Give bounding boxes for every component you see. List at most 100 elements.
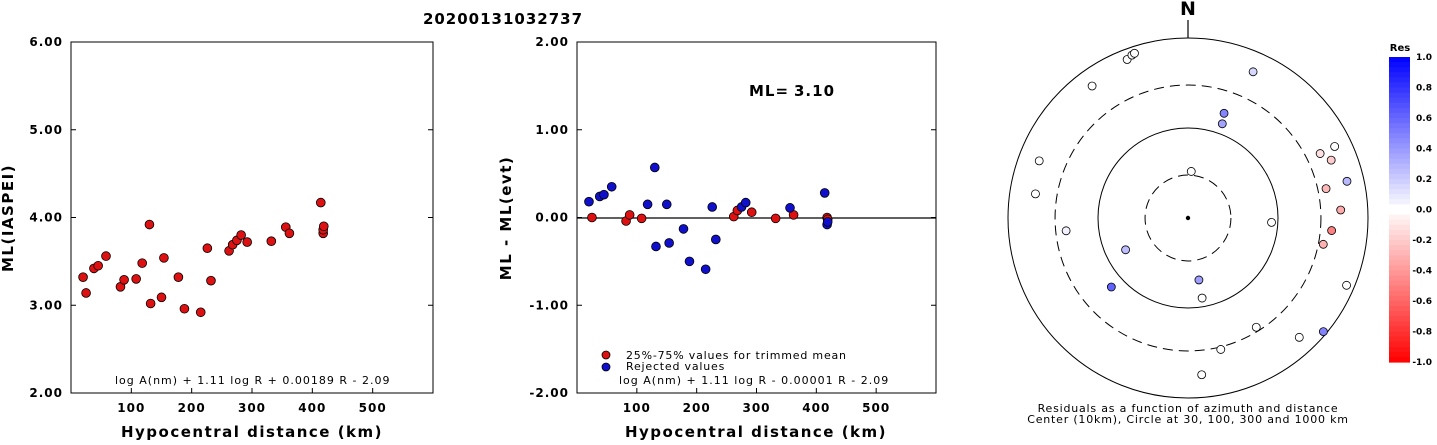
legend-rejected-marker (601, 362, 611, 372)
station-marker-29 (1106, 282, 1116, 292)
station-marker-10 (1217, 119, 1227, 129)
colorbar-tick-label-2: 0.6 (1416, 114, 1432, 124)
station-marker-19 (1318, 239, 1328, 249)
p2-y-tick-label-3: 1.00 (535, 123, 569, 137)
station-marker-13 (1330, 142, 1340, 151)
station-marker-8 (1121, 245, 1130, 255)
ml-value: 3.10 (794, 82, 835, 100)
north-label: N (1180, 0, 1196, 20)
p2-point-0-6 (746, 207, 757, 218)
station-marker-25 (1194, 275, 1204, 285)
colorbar-cell-3 (1389, 72, 1410, 78)
colorbar-cell-26 (1389, 189, 1410, 195)
colorbar-cell-30 (1389, 209, 1410, 216)
p1-point-0-16 (202, 243, 213, 254)
colorbar-cell-1 (1389, 62, 1410, 68)
colorbar-cell-17 (1389, 143, 1410, 150)
colorbar-cell-57 (1389, 346, 1410, 353)
colorbar-tick-label-10: -1.0 (1412, 358, 1432, 368)
colorbar-tick-label-4: 0.2 (1416, 175, 1432, 185)
p1-x-tick-label-4: 500 (359, 401, 387, 415)
colorbar-cell-24 (1389, 179, 1410, 185)
colorbar-cell-25 (1389, 184, 1410, 190)
p2-point-0-2 (624, 210, 635, 220)
colorbar-cell-54 (1389, 331, 1410, 338)
colorbar-cell-15 (1389, 133, 1410, 139)
colorbar-cell-53 (1389, 326, 1410, 333)
p1-y-tick-label-3: 5.00 (29, 123, 63, 137)
station-marker-2 (1130, 48, 1139, 58)
colorbar-cell-27 (1389, 194, 1410, 200)
station-marker-27 (1216, 345, 1226, 354)
p2-point-1-8 (664, 238, 674, 248)
distance-ring-300km (1054, 84, 1322, 352)
colorbar-cell-47 (1389, 295, 1410, 302)
p2-point-1-12 (707, 202, 718, 212)
colorbar-cell-41 (1389, 265, 1410, 272)
station-marker-11 (1219, 108, 1229, 118)
p1-formula: log A(nm) + 1.11 log R + 0.00189 R - 2.0… (115, 374, 390, 387)
azimuth-residual-panel: N Residuals as a function of azimuth and… (1007, 0, 1369, 426)
p1-x-tick-label-1: 200 (178, 401, 206, 415)
station-marker-28 (1197, 370, 1207, 380)
p1-point-0-26 (315, 197, 326, 208)
p1-point-0-15 (195, 307, 206, 318)
colorbar-cell-42 (1389, 270, 1410, 277)
p1-point-0-8 (137, 258, 147, 268)
distance-rings (1007, 37, 1369, 399)
p2-point-1-5 (649, 162, 660, 173)
p2-point-0-7 (770, 213, 781, 224)
station-marker-4 (1248, 67, 1258, 77)
p2-point-1-6 (651, 241, 661, 252)
colorbar-cell-9 (1389, 102, 1410, 109)
station-marker-9 (1186, 167, 1196, 176)
colorbar-cell-55 (1389, 336, 1410, 343)
p1-y-tick-label-1: 3.00 (29, 298, 63, 312)
p2-x-tick-label-1: 200 (683, 401, 711, 415)
p1-x-axis-label: Hypocentral distance (km) (121, 423, 383, 441)
colorbar-cell-20 (1389, 158, 1410, 165)
colorbar-cell-38 (1389, 250, 1410, 256)
colorbar-cell-50 (1389, 311, 1410, 317)
p2-point-0-0 (587, 212, 597, 223)
colorbar-cell-2 (1389, 67, 1410, 73)
station-marker-3 (1087, 81, 1097, 91)
colorbar-cell-37 (1389, 245, 1410, 251)
p2-point-0-3 (636, 213, 647, 224)
colorbar-cell-10 (1389, 107, 1410, 114)
p1-point-0-1 (81, 288, 91, 298)
colorbar-cell-7 (1389, 92, 1410, 99)
colorbar-cell-23 (1389, 173, 1410, 180)
p2-point-1-0 (584, 196, 594, 207)
station-marker-21 (1342, 280, 1351, 290)
station-marker-18 (1327, 226, 1337, 235)
colorbar-cell-4 (1389, 77, 1410, 84)
station-marker-5 (1034, 156, 1044, 166)
colorbar-cell-44 (1389, 280, 1410, 287)
p1-y-tick-label-2: 4.00 (29, 211, 63, 225)
colorbar-cell-51 (1389, 316, 1410, 322)
residual-vs-distance-panel: 100 200 300 400 500 -2.00 -1.00 0.00 1.00 2.00 M… (497, 35, 937, 441)
p1-point-0-12 (159, 253, 169, 263)
p2-point-1-9 (678, 224, 689, 234)
caption-line-1: Residuals as a function of azimuth and d… (1038, 402, 1339, 415)
p1-point-0-25 (284, 228, 295, 239)
colorbar-cell-46 (1389, 290, 1410, 297)
p2-y-tick-label-1: -1.00 (529, 298, 569, 312)
distance-ring-30km (1144, 174, 1232, 262)
p2-x-ticks: 100 200 300 400 500 (623, 388, 889, 415)
p2-formula: log A(nm) + 1.11 log R - 0.00001 R - 2.0… (619, 374, 889, 387)
colorbar-cell-18 (1389, 148, 1410, 155)
p2-point-1-13 (711, 234, 721, 245)
p1-y-axis-label: ML(IASPEI) (0, 164, 17, 272)
station-marker-15 (1315, 149, 1325, 158)
colorbar-cell-13 (1389, 123, 1410, 129)
colorbar-cell-16 (1389, 138, 1410, 145)
p1-x-tick-label-3: 400 (298, 401, 326, 415)
colorbar-cell-31 (1389, 214, 1410, 221)
station-marker-12 (1342, 176, 1352, 186)
colorbar-cell-21 (1389, 163, 1410, 170)
colorbar-labels: 1.0 0.8 0.6 0.4 0.2 0.0 -0.2 -0.4 -0.6 -0.8 -1.0 (1412, 53, 1432, 368)
p1-point-0-7 (131, 274, 141, 284)
p1-point-0-10 (145, 298, 156, 309)
